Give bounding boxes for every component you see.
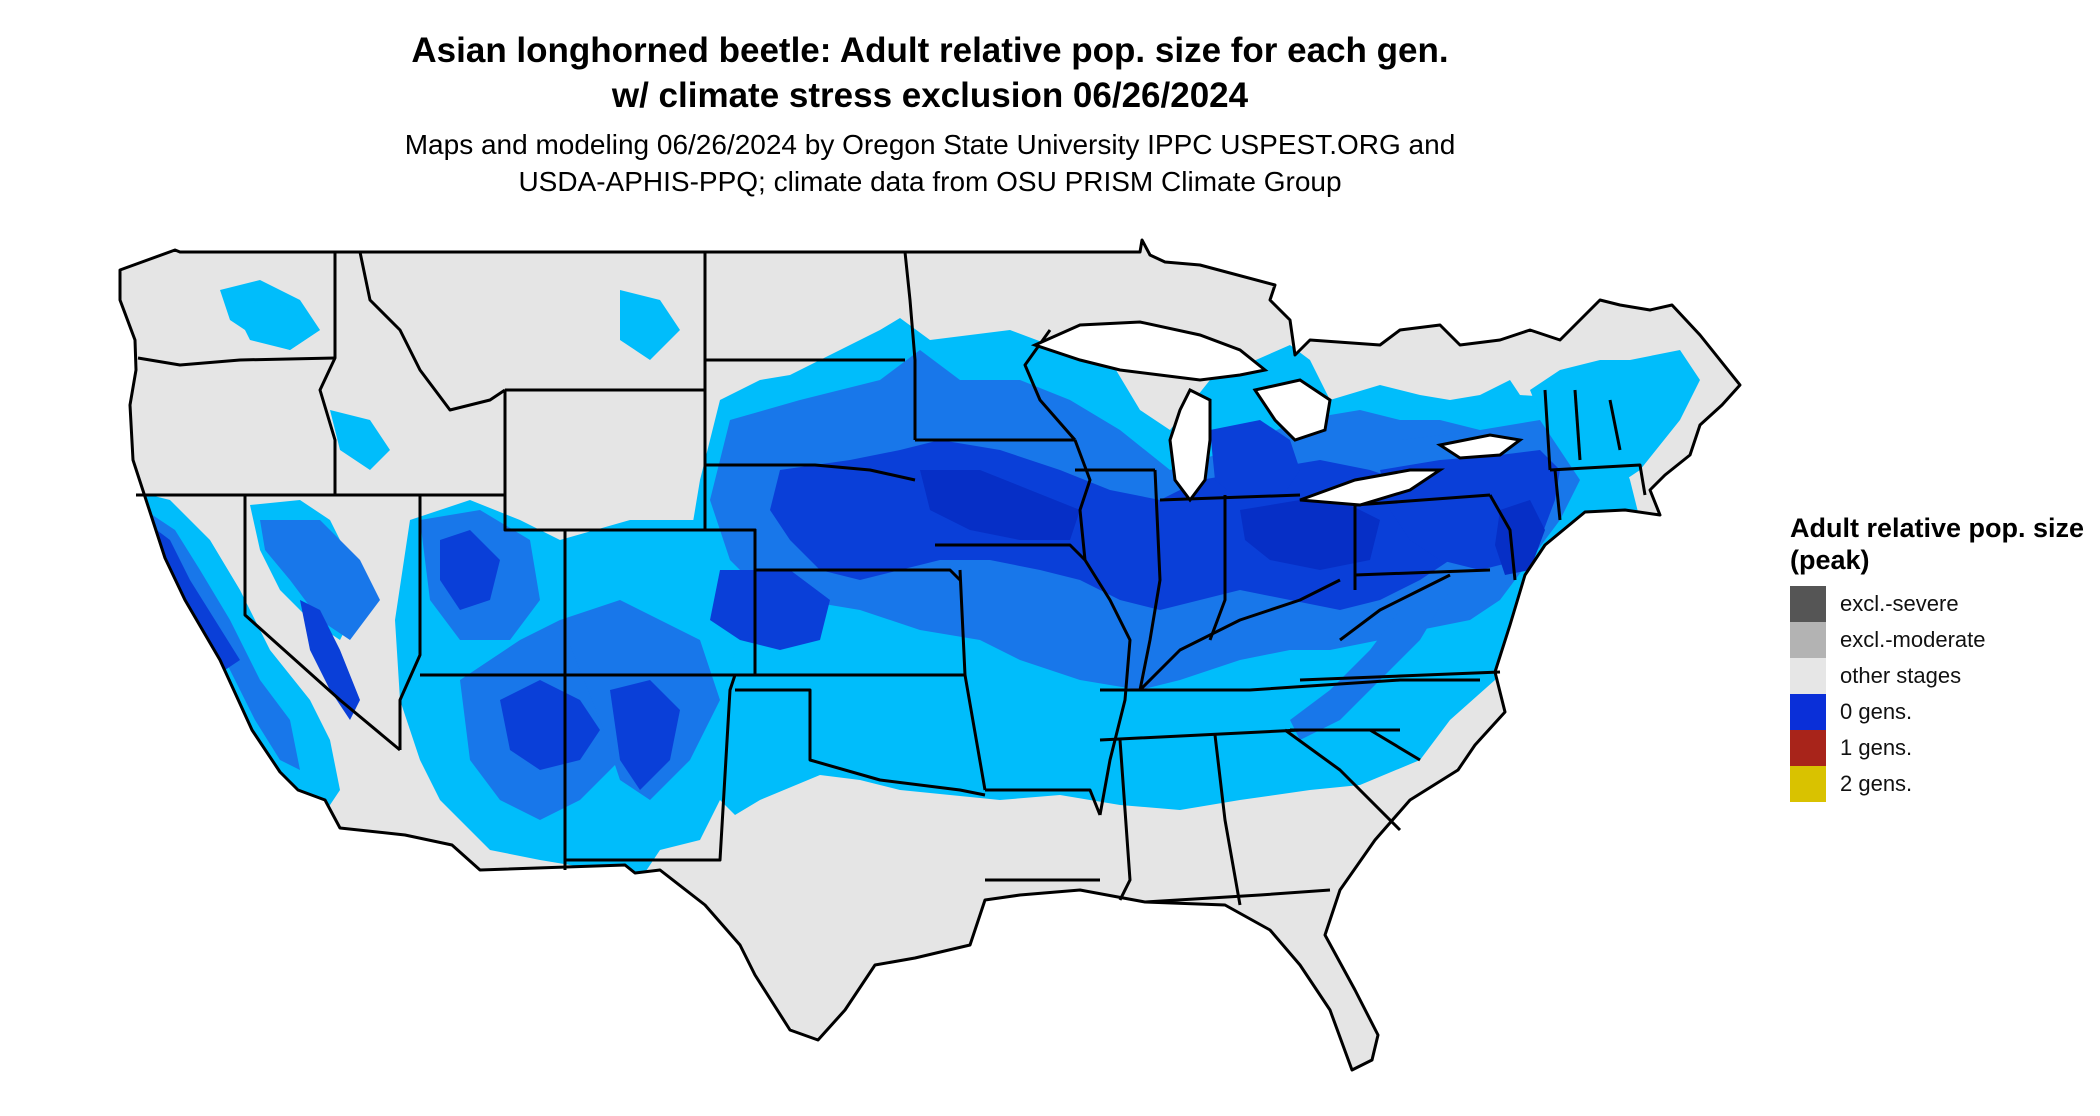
us-map [118, 238, 1742, 1072]
zone-light-blue-washington [230, 300, 320, 350]
zone-light-blue-montana [620, 290, 680, 360]
border-mi-in-oh [1159, 493, 1301, 502]
zone-dark-blue-nm-mtns [610, 680, 680, 790]
border-sd-ne [705, 463, 916, 482]
border-ny-vt-nh [1543, 389, 1552, 471]
map-subtitle: Maps and modeling 06/26/2024 by Oregon S… [0, 126, 1860, 200]
legend-label: 1 gens. [1840, 735, 1913, 760]
border-mo-ar [985, 788, 1102, 816]
zone-dark-blue-kansas [710, 570, 830, 650]
border-nv-ut [398, 495, 422, 750]
legend-label: 0 gens. [1840, 699, 1913, 724]
legend-label: excl.-moderate [1840, 627, 1986, 652]
zone-deep-blue-ohio [1240, 500, 1380, 570]
legend-title-text: Adult relative pop. size (peak) [1790, 513, 2085, 575]
map-subtitle-line-2: USDA-APHIS-PPQ; climate data from OSU PR… [518, 166, 1342, 197]
zone-mid-blue-nevada [260, 520, 380, 640]
zone-dark-blue-sierra [300, 600, 360, 720]
border-ct-ny [1553, 469, 1562, 521]
legend-swatch [1790, 586, 1826, 622]
legend-label: other stages [1840, 663, 1962, 688]
zone-deep-blue-nj [1495, 500, 1545, 575]
border-ky-tn [1100, 678, 1480, 692]
border-va-nc [1299, 670, 1501, 682]
zone-dark-blue-west-coast [150, 525, 240, 670]
border-pa-ny [1354, 493, 1491, 507]
map-title: Asian longhorned beetle: Adult relative … [0, 28, 1860, 118]
legend-label: 2 gens. [1840, 771, 1913, 796]
zone-deep-blue-iowa [920, 470, 1080, 540]
lake-huron [1252, 378, 1332, 442]
border-al-ga [1213, 734, 1242, 906]
border-wa-or [137, 356, 336, 367]
legend-swatch [1790, 730, 1826, 766]
border-id-west [318, 252, 337, 495]
border-mn-wi [1023, 329, 1077, 441]
lake-superior [1030, 320, 1269, 382]
zone-dark-blue-michigan [1210, 420, 1300, 500]
border-ca-nv [243, 495, 401, 752]
zone-light-blue-idaho [330, 410, 390, 470]
lake-erie [1299, 468, 1445, 507]
border-fl-north [1144, 888, 1331, 904]
zone-mid-blue-blue-ridge [1290, 580, 1450, 740]
state-borders [118, 238, 1742, 1072]
legend-swatch [1790, 766, 1826, 802]
border-vt-nh [1573, 389, 1582, 461]
legend-item: excl.-severe [1790, 586, 2090, 622]
border-nc-sc [1290, 728, 1421, 762]
border-ma-ct-ri [1549, 463, 1647, 496]
border-ok-tx [735, 688, 986, 797]
border-id-mt [358, 251, 506, 412]
legend-label: excl.-severe [1840, 591, 1959, 616]
legend-swatch [1790, 658, 1826, 694]
border-oh-ky-wv [1138, 578, 1341, 692]
border-ne-ks [705, 528, 962, 582]
map-title-line-2: w/ climate stress exclusion 06/26/2024 [611, 76, 1249, 115]
map-subtitle-line-1: Maps and modeling 06/26/2024 by Oregon S… [404, 129, 1456, 160]
gen-zones [130, 280, 1700, 880]
border-ks-mo [958, 569, 987, 791]
legend-item: 0 gens. [1790, 694, 2090, 730]
zone-dark-blue-mogollon [500, 680, 600, 770]
border-ms-al [1118, 739, 1132, 901]
border-nj [1488, 494, 1517, 581]
border-ia-il [1073, 439, 1092, 561]
map-legend: Adult relative pop. size (peak) excl.-se… [1790, 512, 2090, 802]
border-nm-tx [565, 674, 737, 862]
border-dakotas-east [903, 251, 917, 440]
zone-dark-blue-wasatch [440, 530, 500, 610]
legend-swatch [1790, 694, 1826, 730]
legend-item: excl.-moderate [1790, 622, 2090, 658]
border-ia-mo [935, 543, 1087, 562]
border-ut-co [505, 528, 567, 675]
border-mo-east [1083, 559, 1132, 816]
border-va-wv [1339, 573, 1451, 642]
legend-title: Adult relative pop. size (peak) [1790, 512, 2090, 576]
border-il-in [1138, 469, 1162, 691]
legend-item: 2 gens. [1790, 766, 2090, 802]
border-nh-me [1608, 399, 1622, 451]
us-outline [118, 238, 1742, 1072]
legend-swatch [1790, 622, 1826, 658]
border-wy [503, 390, 707, 532]
legend-item: other stages [1790, 658, 2090, 694]
border-in-oh [1208, 495, 1227, 641]
border-ga-sc-nc [1284, 728, 1402, 832]
great-lakes [1030, 320, 1524, 507]
map-title-line-1: Asian longhorned beetle: Adult relative … [411, 31, 1449, 70]
lake-ontario [1436, 433, 1524, 460]
lake-michigan [1168, 387, 1212, 503]
legend-item: 1 gens. [1790, 730, 2090, 766]
border-pa-md [1354, 568, 1491, 577]
